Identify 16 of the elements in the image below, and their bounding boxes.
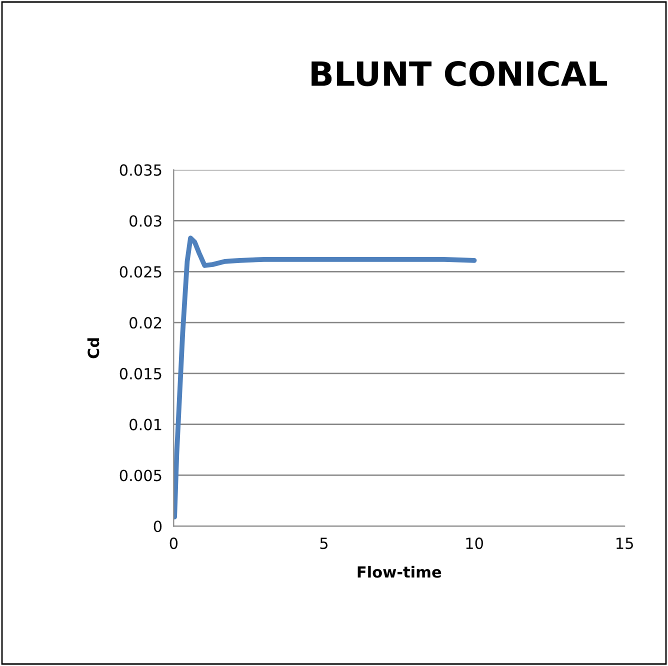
y-tick-label: 0.035 [120, 164, 162, 176]
x-tick-label: 10 [466, 538, 483, 550]
chart-title: BLUNT CONICAL [312, 61, 607, 86]
y-tick-label: 0.03 [130, 215, 162, 227]
y-axis-title: Cd [87, 338, 100, 358]
y-tick-label: 0 [154, 520, 162, 532]
y-tick-label: 0.015 [120, 368, 162, 380]
y-tick-label: 0.01 [130, 418, 162, 430]
x-tick-label: 15 [616, 538, 633, 550]
x-tick-label: 5 [320, 538, 328, 550]
y-tick-label: 0.005 [120, 470, 162, 482]
x-tick-label: 0 [170, 538, 178, 550]
y-tick-label: 0.025 [120, 266, 162, 278]
y-tick-label: 0.02 [130, 317, 162, 329]
line-series [174, 236, 477, 520]
x-axis-title: Flow-time [358, 566, 442, 578]
